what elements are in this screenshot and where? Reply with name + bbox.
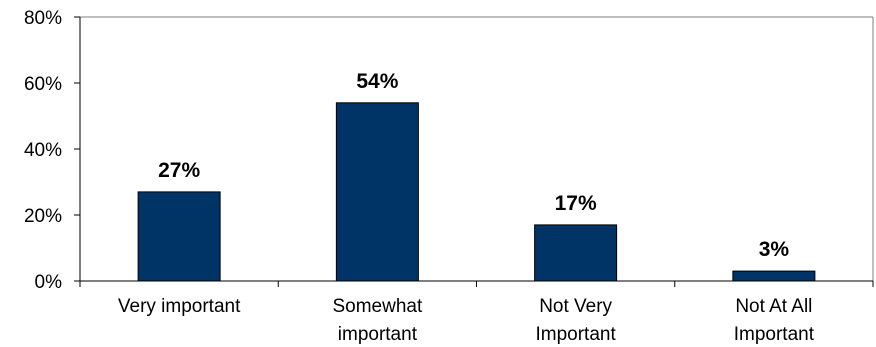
y-tick-label: 20% bbox=[24, 206, 62, 227]
y-tick-label: 60% bbox=[24, 74, 62, 95]
x-tick-label: Very important bbox=[118, 296, 241, 317]
bar-series bbox=[137, 102, 816, 282]
data-label: 3% bbox=[759, 238, 790, 261]
data-label: 17% bbox=[555, 192, 597, 215]
data-label: 27% bbox=[158, 159, 200, 182]
x-axis: Very important Somewhat important Not Very I… bbox=[79, 280, 874, 345]
x-tick-label: Not Very Important bbox=[535, 296, 616, 345]
y-tick-label: 40% bbox=[24, 140, 62, 161]
bar bbox=[137, 191, 221, 282]
plot-frame bbox=[80, 16, 874, 281]
bar bbox=[534, 224, 618, 282]
data-label: 54% bbox=[356, 70, 398, 93]
data-labels: 27% 54% 17% 3% bbox=[158, 70, 789, 261]
x-tick-label: Somewhat important bbox=[332, 296, 422, 345]
bar bbox=[732, 270, 816, 282]
y-tick-label: 80% bbox=[24, 8, 62, 29]
x-tick-label: Not At All Important bbox=[734, 296, 815, 345]
y-axis: 0% 20% 40% 60% 80% bbox=[24, 8, 81, 293]
bar bbox=[335, 102, 419, 282]
y-tick-label: 0% bbox=[35, 272, 63, 293]
